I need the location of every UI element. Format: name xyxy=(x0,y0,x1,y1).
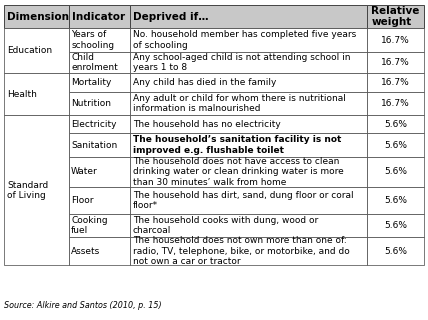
Bar xyxy=(367,115,424,133)
Text: The household has no electricity: The household has no electricity xyxy=(133,120,281,129)
Text: Electricity: Electricity xyxy=(71,120,116,129)
Bar xyxy=(367,213,424,237)
Bar xyxy=(130,213,367,237)
Text: Education: Education xyxy=(7,46,52,55)
Text: Health: Health xyxy=(7,90,37,99)
Bar xyxy=(4,115,69,265)
Bar xyxy=(69,28,130,52)
Bar xyxy=(367,157,424,187)
Text: The household does not own more than one of:
radio, TV, telephone, bike, or moto: The household does not own more than one… xyxy=(133,236,350,266)
Text: 5.6%: 5.6% xyxy=(384,247,407,256)
Bar xyxy=(69,187,130,213)
Bar xyxy=(367,52,424,73)
Text: 5.6%: 5.6% xyxy=(384,196,407,205)
Bar xyxy=(367,237,424,265)
Text: The household’s sanitation facility is not
improved e.g. flushable toilet: The household’s sanitation facility is n… xyxy=(133,135,342,155)
Bar xyxy=(69,73,130,92)
Bar xyxy=(130,73,367,92)
Bar xyxy=(69,133,130,157)
Bar xyxy=(69,92,130,115)
Bar xyxy=(130,92,367,115)
Bar xyxy=(367,5,424,28)
Bar xyxy=(130,187,367,213)
Bar xyxy=(69,213,130,237)
Text: 5.6%: 5.6% xyxy=(384,120,407,129)
Text: Dimension: Dimension xyxy=(7,12,69,22)
Text: No. household member has completed five years
of schooling: No. household member has completed five … xyxy=(133,30,356,50)
Bar xyxy=(4,28,69,73)
Text: Relative
weight: Relative weight xyxy=(372,6,420,28)
Text: Any school-aged child is not attending school in
years 1 to 8: Any school-aged child is not attending s… xyxy=(133,53,351,72)
Bar xyxy=(69,157,130,187)
Bar xyxy=(130,28,367,52)
Text: 16.7%: 16.7% xyxy=(381,99,410,108)
Text: Nutrition: Nutrition xyxy=(71,99,111,108)
Text: 16.7%: 16.7% xyxy=(381,58,410,67)
Text: 5.6%: 5.6% xyxy=(384,221,407,230)
Bar xyxy=(69,115,130,133)
Text: Years of
schooling: Years of schooling xyxy=(71,30,114,50)
Text: Source: Alkire and Santos (2010, p. 15): Source: Alkire and Santos (2010, p. 15) xyxy=(4,301,162,310)
Bar xyxy=(367,133,424,157)
Bar xyxy=(130,157,367,187)
Bar xyxy=(367,73,424,92)
Text: Indicator: Indicator xyxy=(72,12,125,22)
Text: Mortality: Mortality xyxy=(71,78,111,87)
Text: 16.7%: 16.7% xyxy=(381,36,410,44)
Bar xyxy=(4,5,69,28)
Bar xyxy=(130,5,367,28)
Text: Sanitation: Sanitation xyxy=(71,141,117,150)
Text: Any adult or child for whom there is nutritional
information is malnourished: Any adult or child for whom there is nut… xyxy=(133,94,346,113)
Bar xyxy=(130,115,367,133)
Text: The household has dirt, sand, dung floor or coral
floor*: The household has dirt, sand, dung floor… xyxy=(133,190,354,210)
Bar xyxy=(69,237,130,265)
Text: Deprived if…: Deprived if… xyxy=(133,12,208,22)
Bar xyxy=(130,133,367,157)
Bar xyxy=(130,237,367,265)
Text: Assets: Assets xyxy=(71,247,100,256)
Bar xyxy=(367,92,424,115)
Text: 5.6%: 5.6% xyxy=(384,141,407,150)
Text: Standard
of Living: Standard of Living xyxy=(7,180,48,200)
Text: Child
enrolment: Child enrolment xyxy=(71,53,118,72)
Text: 5.6%: 5.6% xyxy=(384,167,407,176)
Text: Water: Water xyxy=(71,167,98,176)
Text: Floor: Floor xyxy=(71,196,94,205)
Bar xyxy=(4,73,69,115)
Bar xyxy=(367,28,424,52)
Text: Any child has died in the family: Any child has died in the family xyxy=(133,78,276,87)
Bar xyxy=(130,52,367,73)
Text: The household does not have access to clean
drinking water or clean drinking wat: The household does not have access to cl… xyxy=(133,157,344,187)
Text: Cooking
fuel: Cooking fuel xyxy=(71,216,108,235)
Bar xyxy=(69,52,130,73)
Text: The household cooks with dung, wood or
charcoal: The household cooks with dung, wood or c… xyxy=(133,216,318,235)
Text: 16.7%: 16.7% xyxy=(381,78,410,87)
Bar xyxy=(69,5,130,28)
Bar xyxy=(367,187,424,213)
